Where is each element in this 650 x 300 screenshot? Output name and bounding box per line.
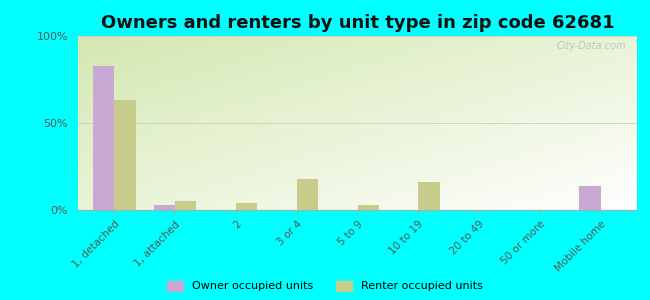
Title: Owners and renters by unit type in zip code 62681: Owners and renters by unit type in zip c… [101,14,614,32]
Text: City-Data.com: City-Data.com [556,41,626,51]
Legend: Owner occupied units, Renter occupied units: Owner occupied units, Renter occupied un… [167,281,483,291]
Bar [93,66,114,210]
Bar [418,182,439,210]
Bar [176,201,196,210]
Bar [358,205,379,210]
Bar [236,203,257,210]
Bar [114,100,136,210]
Bar [297,179,318,210]
Bar [579,186,601,210]
Bar [154,205,176,210]
